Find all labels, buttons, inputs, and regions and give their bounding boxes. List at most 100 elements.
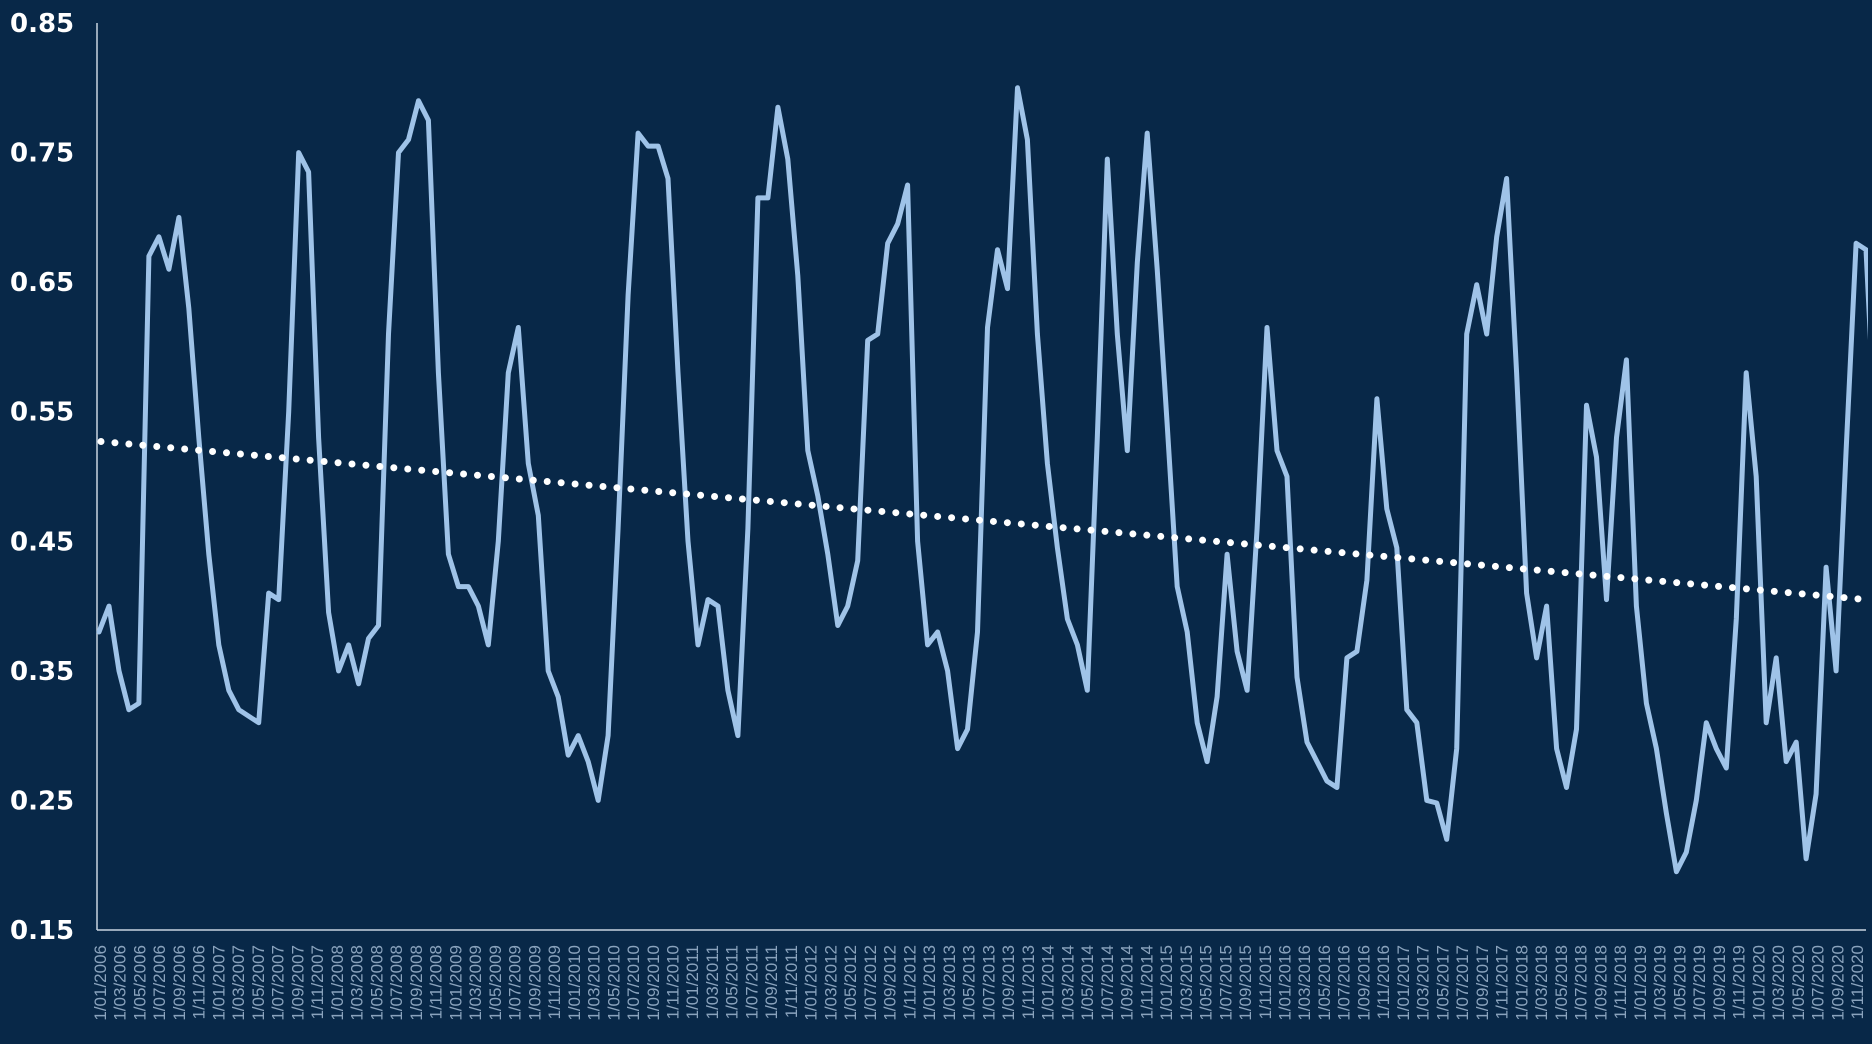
trendline [97,438,1870,604]
x-tick-label: 1/11/2016 [1374,945,1393,1019]
x-tick-label: 1/01/2019 [1631,945,1650,1021]
x-tick-label: 1/09/2014 [1118,945,1137,1021]
x-tick-label: 1/03/2014 [1058,945,1077,1021]
x-tick-label: 1/11/2020 [1848,945,1867,1019]
x-tick-label: 1/05/2016 [1315,945,1334,1021]
x-tick-label: 1/09/2018 [1591,945,1610,1021]
x-tick-label: 1/07/2014 [1098,945,1117,1021]
x-tick-label: 1/09/2006 [170,945,189,1021]
x-tick-label: 1/09/2017 [1473,945,1492,1021]
x-tick-label: 1/07/2013 [979,945,998,1021]
x-tick-label: 1/03/2006 [111,945,130,1021]
x-tick-label: 1/11/2006 [190,945,209,1019]
x-tick-label: 1/01/2018 [1512,945,1531,1021]
x-tick-label: 1/09/2010 [644,945,663,1021]
series-layer [96,85,1868,875]
x-tick-label: 1/09/2013 [999,945,1018,1021]
x-tick-label: 1/11/2011 [782,945,801,1018]
x-tick-label: 1/07/2006 [150,945,169,1021]
x-tick-label: 1/01/2009 [446,945,465,1021]
x-tick-label: 1/07/2020 [1809,945,1828,1021]
x-tick-label: 1/11/2012 [900,945,919,1019]
y-tick-label: 0.55 [10,398,74,428]
x-tick-label: 1/11/2009 [545,945,564,1019]
x-tick-label: 1/11/2015 [1256,945,1275,1019]
x-tick-label: 1/05/2018 [1552,945,1571,1021]
x-tick-label: 1/07/2017 [1453,945,1472,1021]
x-tick-label: 1/03/2011 [703,945,722,1019]
x-tick-label: 1/03/2013 [940,945,959,1021]
x-tick-label: 1/09/2020 [1828,945,1847,1021]
x-tick-label: 1/01/2012 [802,945,821,1021]
x-tick-label: 1/03/2015 [1177,945,1196,1021]
x-tick-label: 1/05/2011 [723,945,742,1019]
x-tick-label: 1/01/2015 [1157,945,1176,1021]
y-tick-label: 0.65 [10,268,74,298]
x-tick-label: 1/11/2013 [1019,945,1038,1019]
x-tick-label: 1/03/2017 [1414,945,1433,1021]
x-axis-tick-labels: 1/01/2006 1/03/2006 1/05/2006 1/07/2006 1/09… [91,945,1867,1021]
x-tick-label: 1/11/2017 [1493,945,1512,1019]
x-tick-label: 1/01/2017 [1394,945,1413,1021]
x-tick-label: 1/05/2014 [1078,945,1097,1021]
y-tick-label: 0.75 [10,139,74,169]
x-tick-label: 1/05/2010 [604,945,623,1021]
x-tick-label: 1/01/2016 [1275,945,1294,1021]
x-tick-label: 1/05/2006 [130,945,149,1021]
y-tick-label: 0.35 [10,657,74,687]
x-tick-label: 1/01/2014 [1039,945,1058,1021]
x-tick-label: 1/09/2012 [881,945,900,1021]
x-tick-label: 1/05/2019 [1670,945,1689,1021]
x-tick-label: 1/07/2007 [269,945,288,1021]
x-tick-label: 1/01/2011 [683,945,702,1019]
x-tick-label: 1/07/2015 [1216,945,1235,1021]
x-tick-label: 1/11/2007 [308,945,327,1019]
y-tick-label: 0.85 [10,9,74,39]
x-tick-label: 1/01/2020 [1749,945,1768,1021]
x-tick-label: 1/07/2016 [1335,945,1354,1021]
x-tick-label: 1/07/2008 [387,945,406,1021]
x-tick-label: 1/09/2011 [762,945,781,1019]
x-tick-label: 1/09/2008 [407,945,426,1021]
x-tick-label: 1/01/2010 [565,945,584,1021]
x-tick-label: 1/01/2008 [328,945,347,1021]
x-tick-label: 1/03/2020 [1769,945,1788,1021]
y-tick-label: 0.45 [10,527,74,557]
x-tick-label: 1/03/2007 [229,945,248,1021]
x-tick-label: 1/03/2008 [348,945,367,1021]
x-tick-label: 1/05/2017 [1433,945,1452,1021]
x-tick-label: 1/07/2009 [506,945,525,1021]
x-tick-label: 1/07/2019 [1690,945,1709,1021]
x-tick-label: 1/03/2012 [821,945,840,1021]
x-tick-label: 1/09/2016 [1354,945,1373,1021]
x-tick-label: 1/01/2006 [91,945,110,1021]
x-tick-label: 1/07/2018 [1572,945,1591,1021]
x-tick-label: 1/05/2012 [841,945,860,1021]
series-line [96,85,1868,875]
x-tick-label: 1/05/2007 [249,945,268,1021]
trendline-layer [97,438,1870,604]
x-tick-label: 1/09/2009 [525,945,544,1021]
x-tick-label: 1/09/2019 [1710,945,1729,1021]
x-tick-label: 1/03/2010 [585,945,604,1021]
y-tick-label: 0.15 [10,916,74,946]
x-tick-label: 1/05/2008 [367,945,386,1021]
x-tick-label: 1/07/2010 [624,945,643,1021]
x-tick-label: 1/11/2008 [427,945,446,1019]
x-tick-label: 1/03/2016 [1295,945,1314,1021]
x-tick-label: 1/05/2020 [1789,945,1808,1021]
x-tick-label: 1/09/2007 [288,945,307,1021]
x-tick-label: 1/09/2015 [1236,945,1255,1021]
x-tick-label: 1/01/2007 [209,945,228,1021]
x-tick-label: 1/05/2015 [1197,945,1216,1021]
x-tick-label: 1/11/2010 [664,945,683,1019]
x-tick-label: 1/11/2014 [1137,945,1156,1019]
x-tick-label: 1/11/2019 [1730,945,1749,1019]
x-tick-label: 1/01/2013 [920,945,939,1021]
x-tick-label: 1/03/2009 [466,945,485,1021]
x-tick-label: 1/05/2013 [960,945,979,1021]
x-tick-label: 1/03/2019 [1651,945,1670,1021]
y-axis-tick-labels: 0.15 0.25 0.35 0.45 0.55 0.65 0.75 0.85 [10,9,74,946]
x-tick-label: 1/11/2018 [1611,945,1630,1019]
